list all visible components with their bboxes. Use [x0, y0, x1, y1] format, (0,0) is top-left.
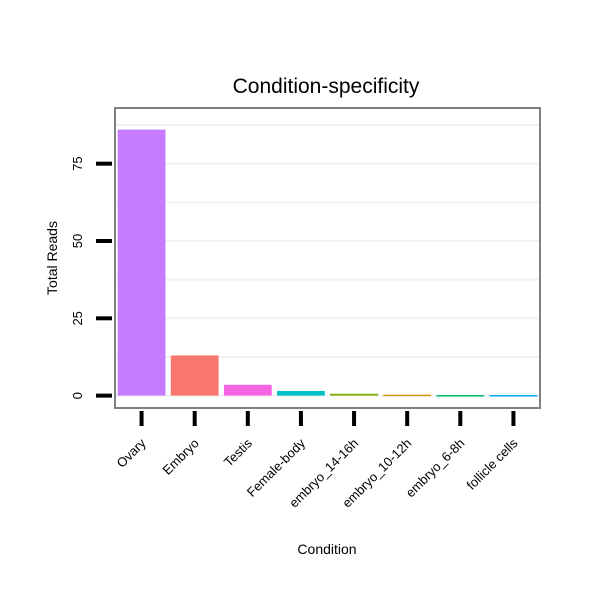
bar-ovary: [117, 129, 166, 396]
y-axis-title: Total Reads: [44, 221, 60, 295]
x-tick-label: Testis: [221, 435, 255, 469]
plot-border: [114, 107, 541, 409]
y-tick-label: 25: [70, 311, 85, 325]
y-tick-label: 50: [70, 234, 85, 248]
y-tick-label: 0: [70, 392, 85, 399]
grid-lines: [115, 124, 540, 397]
x-tick-label: Embryo: [160, 436, 202, 478]
x-axis-ticks: Ovary Embryo TestisFemale-bodyembryo_14-16…: [114, 411, 521, 511]
bars: [117, 129, 538, 397]
bar-embryo-14-16h: [330, 393, 378, 396]
x-tick-label: follicle cells: [463, 435, 520, 492]
y-axis-ticks: 0 25 50 75: [70, 156, 112, 399]
bar-female-body: [277, 390, 325, 396]
y-tick-label: 75: [70, 156, 85, 170]
bar-embryo: [170, 355, 219, 396]
x-tick-label: Ovary: [114, 435, 149, 470]
bar-follicle-cells: [489, 395, 538, 397]
chart-title: Condition-specificity: [233, 75, 420, 98]
x-axis-title: Condition: [297, 541, 356, 557]
bar-embryo-6-8h: [436, 395, 485, 397]
bar-embryo-10-12h: [383, 394, 432, 397]
bar-testis: [223, 384, 272, 396]
